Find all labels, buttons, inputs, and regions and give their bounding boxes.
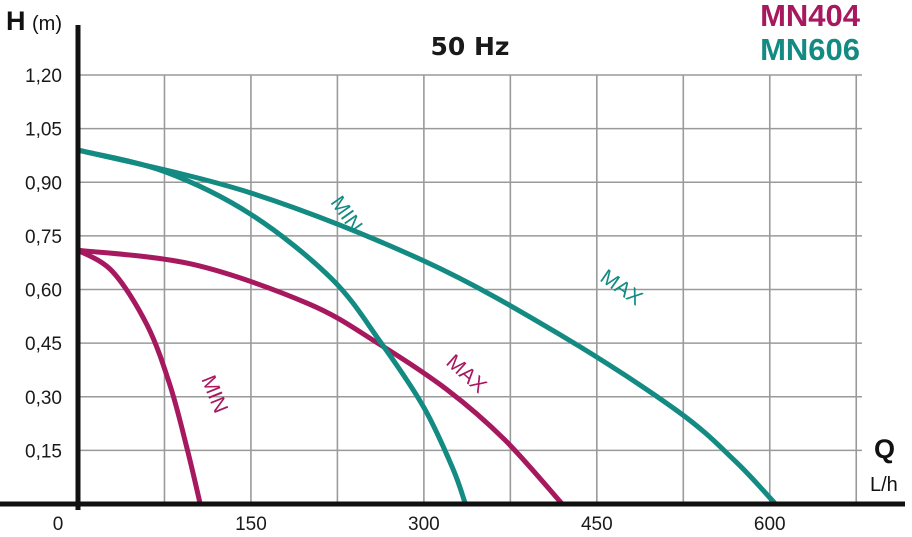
grid [78, 74, 862, 504]
y-tick-label: 0,30 [25, 388, 62, 409]
x-axis-title: Q [874, 434, 895, 464]
chart-title: 50 Hz [431, 32, 510, 61]
curve-label-mn606-max: MAX [596, 265, 646, 310]
y-tick-label: 0,90 [25, 173, 62, 194]
y-tick-label: 1,20 [25, 66, 62, 87]
y-axis-unit: (m) [32, 13, 62, 35]
y-tick-label: 1,05 [25, 120, 62, 141]
y-tick-label: 0,45 [25, 334, 62, 355]
curve-mn404-min [75, 247, 203, 507]
legend-mn404: MN404 [760, 0, 861, 33]
y-tick-label: 0,60 [25, 281, 62, 302]
x-tick-label: 150 [235, 514, 267, 535]
legend-mn606: MN606 [760, 32, 860, 67]
curve-mn404-max [75, 247, 565, 507]
tick-labels: 0,15 0,30 0,45 0,60 0,75 0,90 1,05 1,20 0 150 300 4… [25, 66, 786, 535]
curve-label-mn404-min: MIN [196, 372, 232, 416]
y-tick-label: 0,15 [25, 441, 62, 462]
x-tick-label: 450 [581, 514, 613, 535]
y-tick-label: 0,75 [25, 227, 62, 248]
curve-label-mn606-min: MIN [326, 192, 367, 237]
x-tick-label: 300 [408, 514, 440, 535]
x-tick-label: 0 [53, 514, 64, 535]
curve-mn606-max [75, 147, 779, 507]
y-axis-title: H [6, 6, 26, 36]
curves [75, 147, 779, 507]
x-axis-unit: L/h [870, 474, 898, 496]
x-tick-label: 600 [754, 514, 786, 535]
